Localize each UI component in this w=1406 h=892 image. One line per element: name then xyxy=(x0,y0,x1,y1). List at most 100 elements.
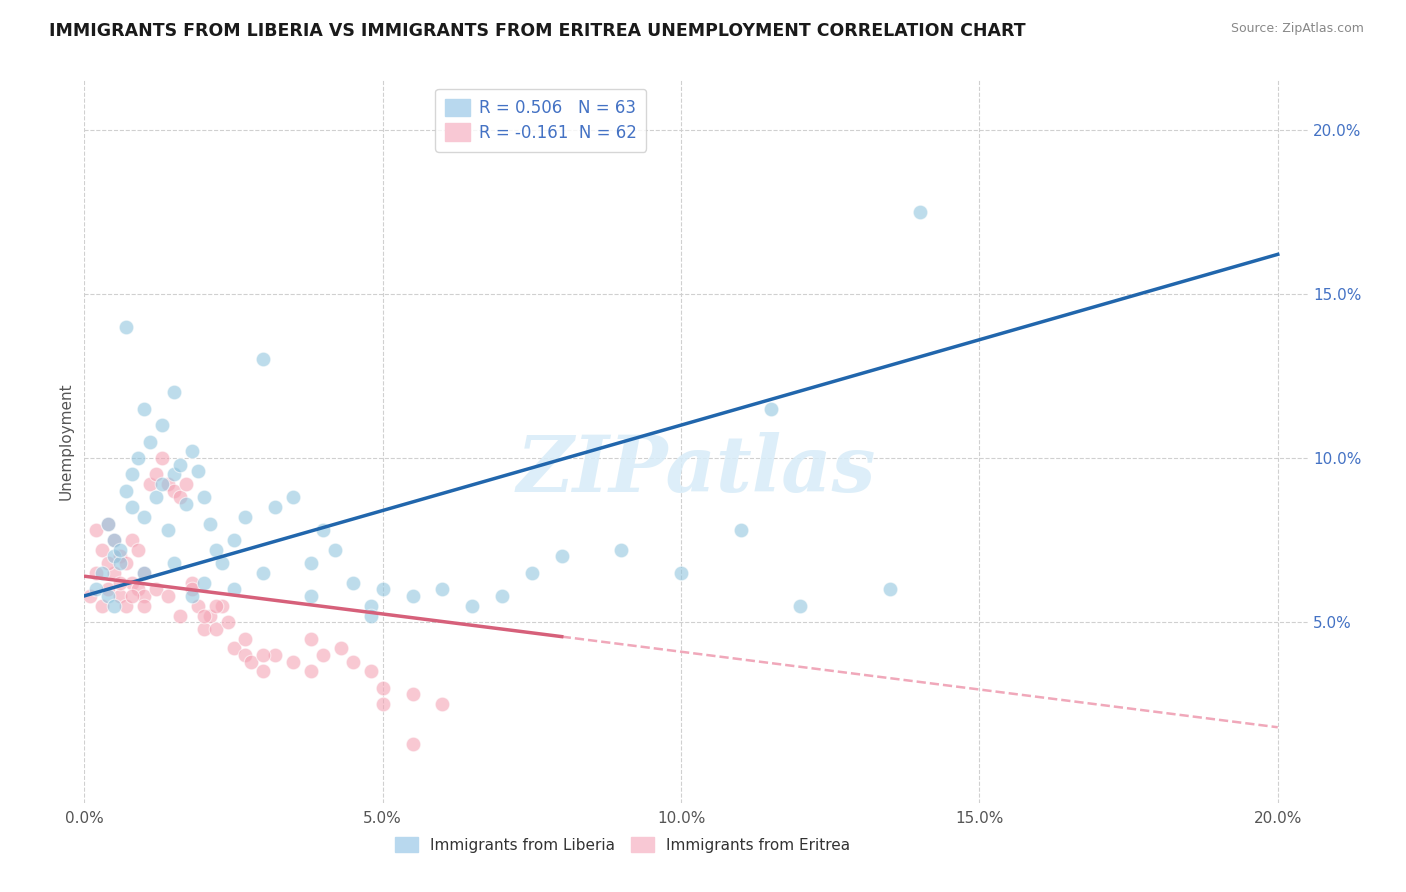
Point xyxy=(193,491,215,505)
Point xyxy=(127,582,149,597)
Point xyxy=(432,698,454,712)
Point xyxy=(264,500,287,515)
Point xyxy=(97,556,120,570)
Point xyxy=(97,582,120,597)
Point xyxy=(204,622,226,636)
Point xyxy=(169,458,191,472)
Point xyxy=(193,575,215,590)
Point xyxy=(204,599,226,613)
Point xyxy=(401,687,423,701)
Point xyxy=(283,655,305,669)
Point xyxy=(222,582,245,597)
Point xyxy=(121,467,143,482)
Point xyxy=(312,523,335,537)
Point xyxy=(252,352,274,367)
Point xyxy=(108,589,131,603)
Point xyxy=(252,648,274,662)
Point xyxy=(156,523,179,537)
Point xyxy=(145,467,167,482)
Point xyxy=(264,648,287,662)
Point xyxy=(432,582,454,597)
Point xyxy=(163,385,186,400)
Point xyxy=(84,523,107,537)
Point xyxy=(145,491,167,505)
Point xyxy=(91,566,114,580)
Point xyxy=(789,599,811,613)
Point xyxy=(139,434,162,449)
Point xyxy=(180,575,202,590)
Point xyxy=(299,632,322,646)
Legend: Immigrants from Liberia, Immigrants from Eritrea: Immigrants from Liberia, Immigrants from… xyxy=(388,829,858,860)
Point xyxy=(84,582,107,597)
Point xyxy=(163,483,186,498)
Point xyxy=(174,497,197,511)
Point xyxy=(156,589,179,603)
Point xyxy=(461,599,484,613)
Point xyxy=(180,589,202,603)
Point xyxy=(156,477,179,491)
Point xyxy=(211,599,233,613)
Point xyxy=(759,401,782,416)
Point xyxy=(139,477,162,491)
Point xyxy=(121,589,143,603)
Point xyxy=(115,483,138,498)
Point xyxy=(371,681,394,695)
Point xyxy=(222,641,245,656)
Point xyxy=(360,599,382,613)
Point xyxy=(91,542,114,557)
Point xyxy=(235,648,257,662)
Point xyxy=(312,648,335,662)
Point xyxy=(108,556,131,570)
Point xyxy=(401,589,423,603)
Point xyxy=(610,542,633,557)
Point xyxy=(121,500,143,515)
Point xyxy=(132,510,155,524)
Point xyxy=(198,516,221,531)
Point xyxy=(132,401,155,416)
Point xyxy=(551,549,574,564)
Point xyxy=(121,575,143,590)
Point xyxy=(193,622,215,636)
Point xyxy=(127,542,149,557)
Point xyxy=(252,566,274,580)
Point xyxy=(103,533,125,547)
Point xyxy=(299,665,322,679)
Point xyxy=(103,599,125,613)
Point xyxy=(121,533,143,547)
Point xyxy=(211,556,233,570)
Point xyxy=(174,477,197,491)
Point xyxy=(169,491,191,505)
Point xyxy=(235,510,257,524)
Text: Source: ZipAtlas.com: Source: ZipAtlas.com xyxy=(1230,22,1364,36)
Point xyxy=(252,665,274,679)
Point xyxy=(908,204,931,219)
Point xyxy=(360,665,382,679)
Point xyxy=(401,737,423,751)
Point xyxy=(371,698,394,712)
Point xyxy=(360,608,382,623)
Point xyxy=(132,566,155,580)
Text: ZIPatlas: ZIPatlas xyxy=(516,433,876,508)
Point xyxy=(187,599,209,613)
Point xyxy=(217,615,239,630)
Point xyxy=(187,464,209,478)
Point xyxy=(150,450,173,465)
Point xyxy=(163,556,186,570)
Point xyxy=(879,582,901,597)
Point xyxy=(299,556,322,570)
Point xyxy=(132,566,155,580)
Y-axis label: Unemployment: Unemployment xyxy=(58,383,73,500)
Point xyxy=(97,516,120,531)
Point xyxy=(163,467,186,482)
Point xyxy=(204,542,226,557)
Point xyxy=(145,582,167,597)
Point xyxy=(491,589,513,603)
Point xyxy=(169,608,191,623)
Point xyxy=(323,542,346,557)
Point xyxy=(240,655,263,669)
Point xyxy=(108,549,131,564)
Point xyxy=(520,566,543,580)
Point xyxy=(127,450,149,465)
Point xyxy=(329,641,352,656)
Point xyxy=(115,319,138,334)
